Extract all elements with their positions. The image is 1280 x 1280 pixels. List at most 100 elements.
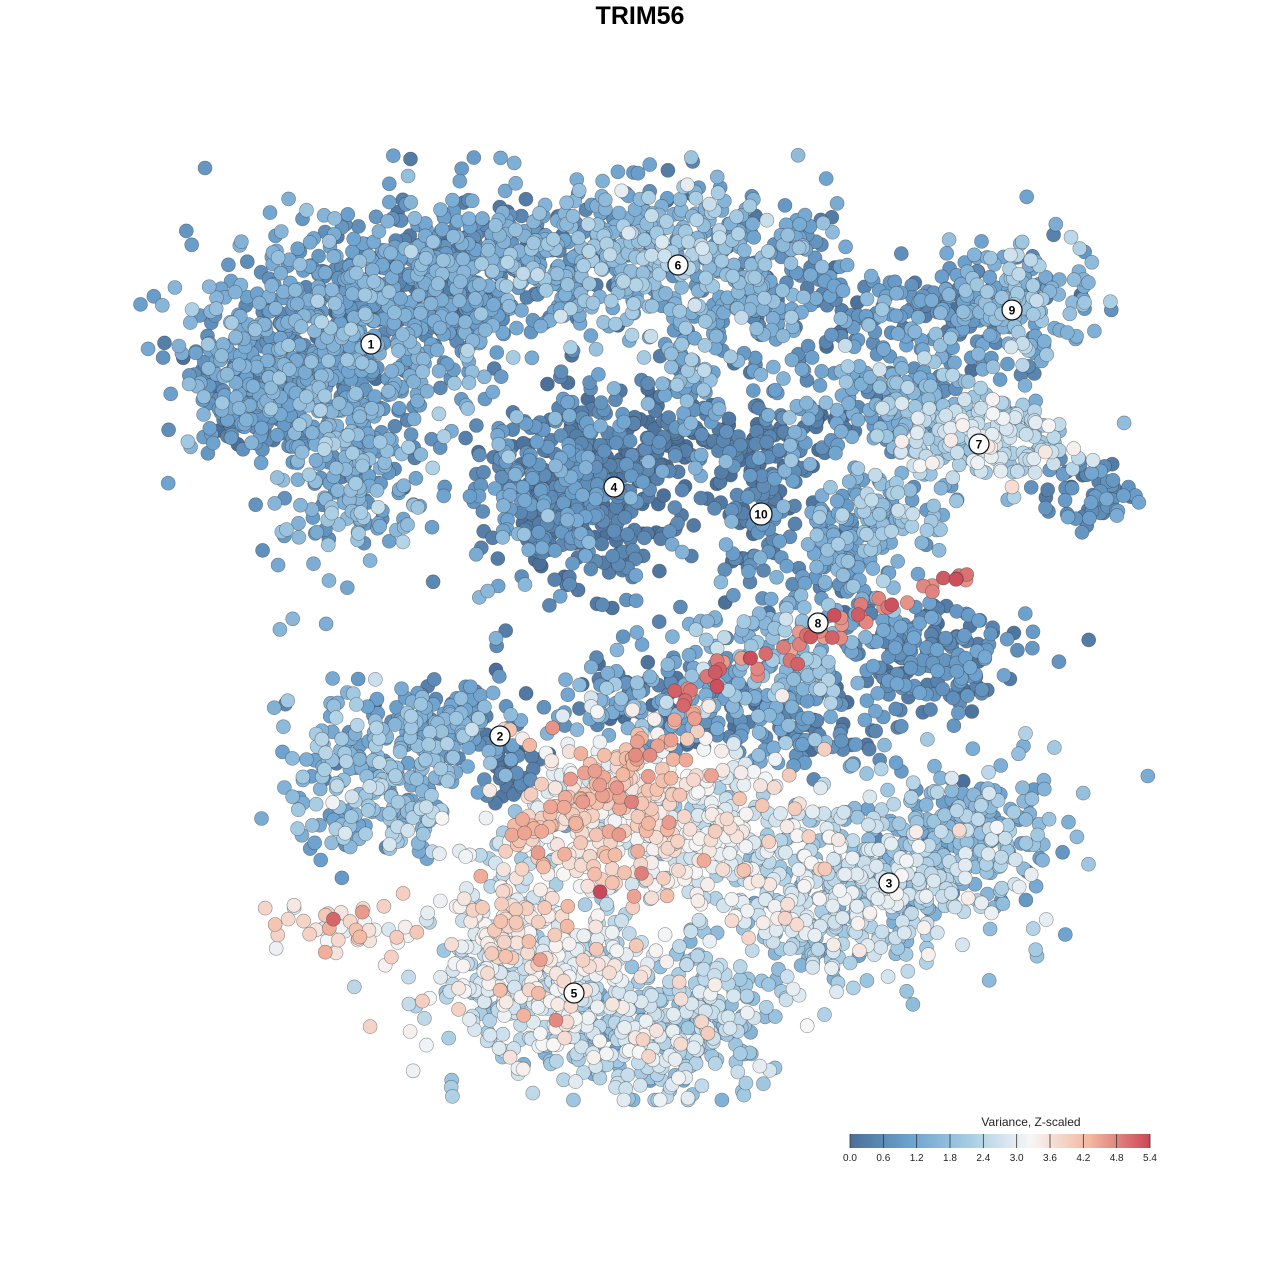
- cell-point: [163, 386, 178, 402]
- cell-point: [651, 614, 667, 630]
- cell-point: [458, 430, 473, 446]
- cell-point: [313, 368, 329, 384]
- cell-point: [506, 155, 522, 171]
- cell-point: [491, 436, 507, 452]
- cell-point: [635, 474, 651, 490]
- cell-point: [270, 250, 286, 265]
- cell-point: [996, 668, 1012, 683]
- cell-point: [697, 313, 713, 329]
- cell-point: [637, 232, 652, 247]
- cell-point: [943, 330, 958, 346]
- cell-point: [872, 379, 888, 395]
- cell-point: [432, 320, 448, 336]
- cell-point: [792, 217, 808, 232]
- cell-point: [476, 464, 491, 480]
- cell-point: [753, 367, 769, 382]
- cell-point: [547, 572, 562, 588]
- cell-point: [1058, 927, 1073, 942]
- cell-point: [490, 551, 506, 566]
- cell-point: [946, 718, 962, 734]
- cell-point: [202, 420, 218, 436]
- cell-point: [665, 629, 680, 645]
- cell-point: [285, 789, 300, 805]
- cell-point: [451, 293, 467, 309]
- cell-point: [833, 424, 849, 439]
- cell-point: [429, 342, 445, 358]
- cell-point: [1109, 508, 1125, 523]
- cell-point: [889, 285, 904, 301]
- cell-point: [597, 192, 613, 208]
- cell-point: [745, 383, 761, 398]
- cell-point: [273, 265, 289, 281]
- cell-point: [1055, 844, 1070, 860]
- cell-point: [630, 165, 646, 181]
- cell-point: [529, 434, 545, 450]
- cell-point: [321, 353, 336, 369]
- cell-point: [381, 383, 396, 399]
- cell-point: [560, 277, 575, 292]
- cell-point: [902, 482, 918, 498]
- cell-point: [709, 169, 725, 185]
- cell-point: [605, 548, 621, 564]
- cell-point: [824, 327, 839, 343]
- cell-point: [469, 418, 484, 433]
- cell-point: [1060, 509, 1076, 525]
- cell-point: [208, 301, 224, 317]
- cell-point: [287, 282, 303, 298]
- cell-point: [933, 305, 948, 321]
- cell-point: [486, 297, 501, 312]
- chart-title: TRIM56: [595, 2, 685, 30]
- cell-point: [366, 274, 382, 289]
- cell-point: [828, 445, 843, 461]
- cell-point: [1018, 606, 1033, 621]
- cell-point: [595, 173, 610, 189]
- cell-point: [303, 354, 319, 370]
- cell-point: [334, 731, 350, 747]
- cell-point: [628, 568, 644, 583]
- cell-point: [433, 202, 448, 217]
- cell-point: [360, 803, 376, 818]
- cell-point: [814, 363, 830, 379]
- cell-point: [391, 343, 406, 358]
- cell-point: [403, 151, 418, 167]
- cell-point: [509, 320, 524, 336]
- cell-point: [1035, 852, 1050, 868]
- cell-point: [593, 418, 608, 434]
- cell-point: [751, 450, 767, 466]
- points-layer: [133, 148, 1156, 1108]
- cell-point: [355, 458, 370, 474]
- cell-point: [923, 702, 938, 717]
- cell-point: [559, 512, 575, 528]
- cell-point: [891, 816, 907, 832]
- cell-point: [776, 371, 791, 386]
- cell-point: [354, 355, 370, 371]
- cell-point: [868, 703, 883, 719]
- cell-point: [1028, 942, 1043, 958]
- cell-point: [498, 278, 514, 294]
- cell-point: [723, 349, 738, 365]
- cell-point: [383, 245, 399, 261]
- cell-point: [1011, 746, 1026, 762]
- cell-point: [783, 453, 799, 468]
- cell-point: [540, 508, 556, 524]
- cell-point: [461, 375, 477, 391]
- cell-point: [281, 338, 296, 353]
- cell-point: [588, 341, 604, 357]
- cell-point: [381, 806, 397, 821]
- cell-point: [464, 193, 480, 209]
- cell-point: [610, 164, 626, 180]
- cell-point: [453, 274, 468, 289]
- cell-point: [983, 250, 998, 266]
- cell-point: [507, 467, 523, 482]
- cell-point: [248, 497, 263, 513]
- cell-point: [352, 751, 367, 767]
- cell-point: [966, 247, 982, 263]
- cell-point: [396, 478, 412, 494]
- cell-point: [874, 302, 890, 317]
- cell-point: [863, 268, 879, 284]
- cell-point: [1030, 827, 1045, 843]
- cell-point: [538, 282, 554, 298]
- cell-point: [285, 611, 301, 627]
- cell-point: [269, 470, 285, 485]
- cell-point: [533, 318, 549, 334]
